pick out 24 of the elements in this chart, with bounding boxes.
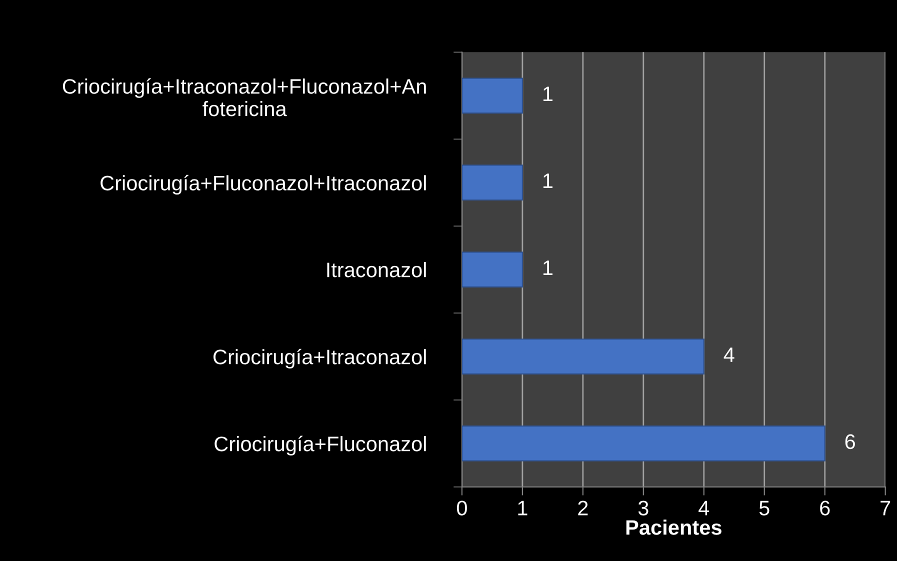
data-label: 1 <box>543 86 552 102</box>
x-tick-label: 1 <box>518 500 528 516</box>
y-tick-label: Criocirugía+Fluconazol+Itraconazol <box>100 174 426 195</box>
data-label: 1 <box>543 174 552 188</box>
x-tick-label: 0 <box>456 500 467 516</box>
bar <box>462 78 523 114</box>
x-tick-label: 4 <box>698 500 710 516</box>
data-label: 6 <box>845 434 855 450</box>
x-tick-label: 6 <box>820 500 830 516</box>
bar <box>462 426 826 462</box>
y-tick-label: Criocirugía+Fluconazol <box>214 436 426 456</box>
x-axis-title: Pacientes <box>626 520 722 535</box>
y-tick-label: Itraconazol <box>327 262 426 278</box>
x-tick-label: 3 <box>638 500 648 516</box>
y-tick-label: Criocirugía+Itraconazol+Fluconazol+An fotericina <box>62 78 426 116</box>
y-tick-label: Criocirugía+Itraconazol <box>214 348 426 369</box>
bar <box>462 252 523 288</box>
x-tick-label: 2 <box>578 500 588 516</box>
bar <box>462 338 704 374</box>
data-label: 4 <box>724 348 734 362</box>
x-tick-label: 7 <box>880 500 890 516</box>
data-label: 1 <box>543 260 552 275</box>
bar <box>462 164 523 201</box>
x-tick-label: 5 <box>759 500 770 516</box>
